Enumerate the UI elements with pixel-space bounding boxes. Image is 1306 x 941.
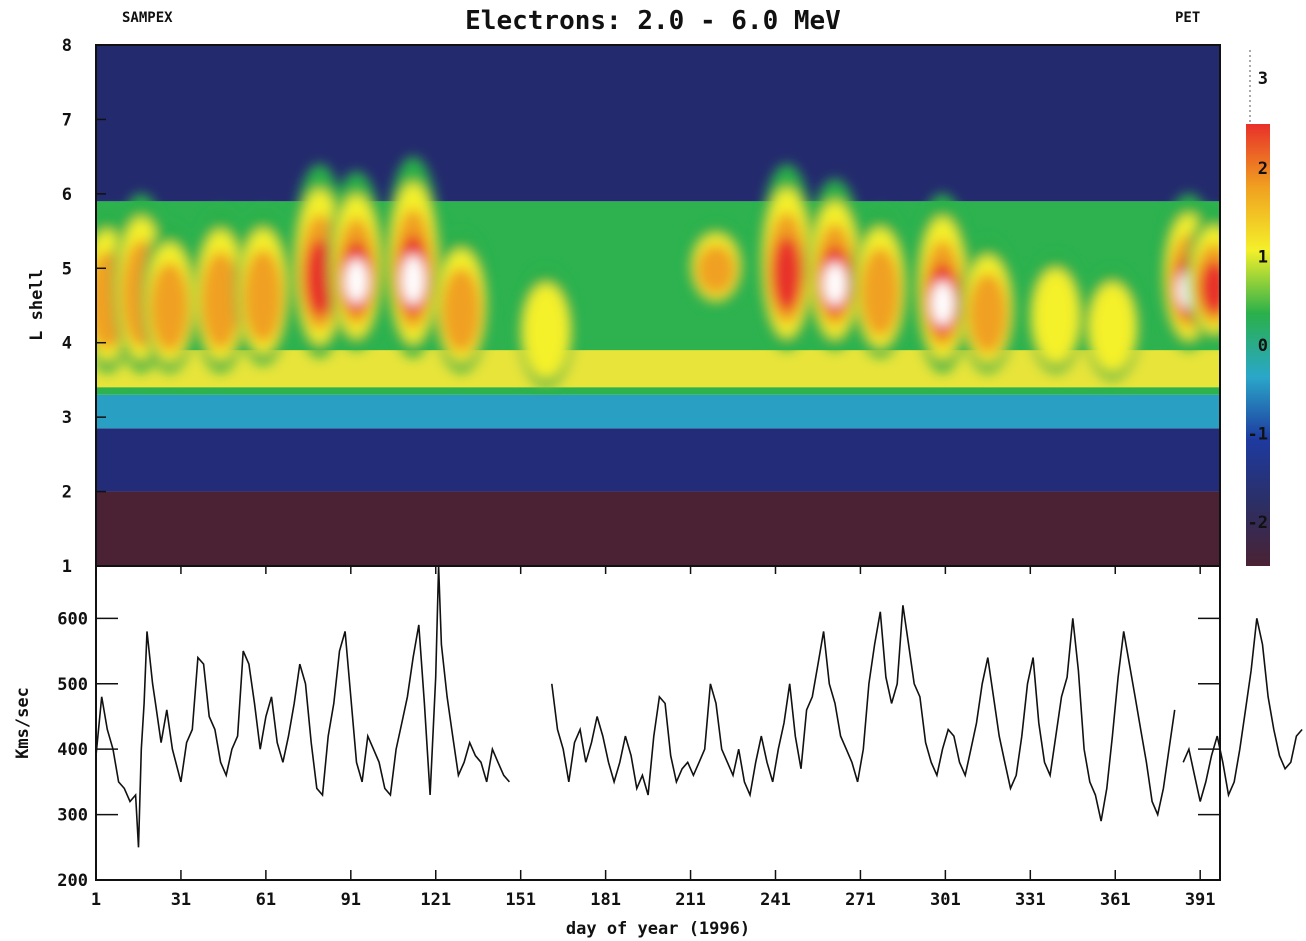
heatmap-event-cell: [696, 244, 736, 295]
heatmap-event-cell: [304, 239, 335, 317]
colorbar-tick-label: -2: [1248, 513, 1268, 533]
heatmap-y-tick-label: 6: [62, 185, 72, 205]
heatmap-event-cell: [150, 262, 189, 352]
speed-x-tick-label: 331: [1015, 890, 1046, 910]
colorbar-tick-label: 3: [1258, 69, 1268, 89]
speed-x-tick-label: 181: [590, 890, 621, 910]
mission-label: SAMPEX: [122, 10, 173, 26]
heatmap-event-cell: [522, 283, 570, 380]
speed-y-tick-label: 500: [57, 675, 88, 695]
heatmap-event-cell: [772, 236, 802, 312]
heatmap-event-cell: [968, 273, 1008, 354]
heatmap-high-l-band: [96, 45, 1220, 202]
heatmap-y-tick-label: 2: [62, 483, 72, 503]
heatmap-event-cell: [243, 249, 283, 344]
solar-wind-speed-line: [95, 565, 511, 848]
speed-x-tick-label: 61: [256, 890, 276, 910]
speed-x-tick-label: 361: [1100, 890, 1131, 910]
heatmap-event-cell: [344, 258, 368, 304]
heatmap-outer-belt-core-band: [96, 350, 1220, 388]
speed-x-axis: 1 31 61 91 121 151 181 211 241 271 301 331 361 391: [91, 566, 1216, 910]
speed-plot-area: [95, 565, 1303, 848]
heatmap-y-tick-label: 7: [62, 110, 72, 130]
colorbar: [1246, 124, 1270, 566]
heatmap-y-tick-label: 4: [62, 334, 72, 354]
heatmap-y-tick-label: 1: [62, 557, 72, 577]
speed-x-tick-label: 91: [341, 890, 361, 910]
chart-title: Electrons: 2.0 - 6.0 MeV: [465, 6, 841, 36]
heatmap-event-cell: [1032, 268, 1080, 365]
speed-plot-frame: [95, 565, 1221, 881]
speed-x-tick-label: 151: [505, 890, 536, 910]
heatmap-event-cell: [931, 280, 955, 326]
heatmap-y-axis: 1 2 3 4 5 6 7 8: [62, 36, 106, 577]
heatmap-events: [96, 156, 1220, 388]
speed-x-axis-label: day of year (1996): [566, 919, 750, 939]
colorbar-tick-label: 0: [1258, 336, 1268, 356]
instrument-label: PET: [1175, 10, 1201, 26]
heatmap-event-cell: [1199, 260, 1220, 315]
speed-x-tick-label: 301: [930, 890, 961, 910]
colorbar-axis: -2 -1 0 1 2 3: [1248, 69, 1268, 533]
heatmap-inner-belt-band: [96, 491, 1220, 566]
speed-x-tick-label: 121: [420, 890, 451, 910]
speed-y-tick-label: 200: [57, 871, 88, 891]
speed-x-tick-label: 1: [91, 890, 101, 910]
heatmap-slot-band: [96, 428, 1220, 492]
speed-y-tick-label: 400: [57, 740, 88, 760]
heatmap-y-tick-label: 8: [62, 36, 72, 56]
speed-y-axis-label: Kms/sec: [13, 687, 33, 759]
speed-y-tick-label: 300: [57, 806, 88, 826]
heatmap-event-cell: [401, 254, 425, 305]
solar-wind-speed-line: [1182, 618, 1303, 802]
heatmap-y-tick-label: 5: [62, 259, 72, 279]
speed-y-axis: 200 300 400 500 600: [57, 609, 1220, 891]
heatmap-event-cell: [442, 267, 481, 353]
colorbar-tick-label: 2: [1258, 159, 1268, 179]
speed-x-tick-label: 271: [845, 890, 876, 910]
heatmap-event-cell: [201, 251, 240, 350]
heatmap-plot-area: [96, 45, 1220, 566]
heatmap-event-cell: [823, 262, 847, 306]
speed-x-tick-label: 211: [675, 890, 706, 910]
heatmap-event-cell: [861, 247, 900, 337]
solar-wind-speed-line: [551, 605, 1176, 822]
speed-y-tick-label: 600: [57, 609, 88, 629]
speed-x-tick-label: 241: [760, 890, 791, 910]
speed-x-tick-label: 391: [1185, 890, 1216, 910]
heatmap-y-tick-label: 3: [62, 408, 72, 428]
colorbar-tick-label: 1: [1258, 248, 1268, 268]
heatmap-y-axis-label: L shell: [27, 269, 47, 341]
speed-x-tick-label: 31: [171, 890, 191, 910]
colorbar-tick-label: -1: [1248, 424, 1268, 444]
heatmap-transition-band: [96, 394, 1220, 429]
heatmap-event-cell: [1088, 282, 1137, 373]
